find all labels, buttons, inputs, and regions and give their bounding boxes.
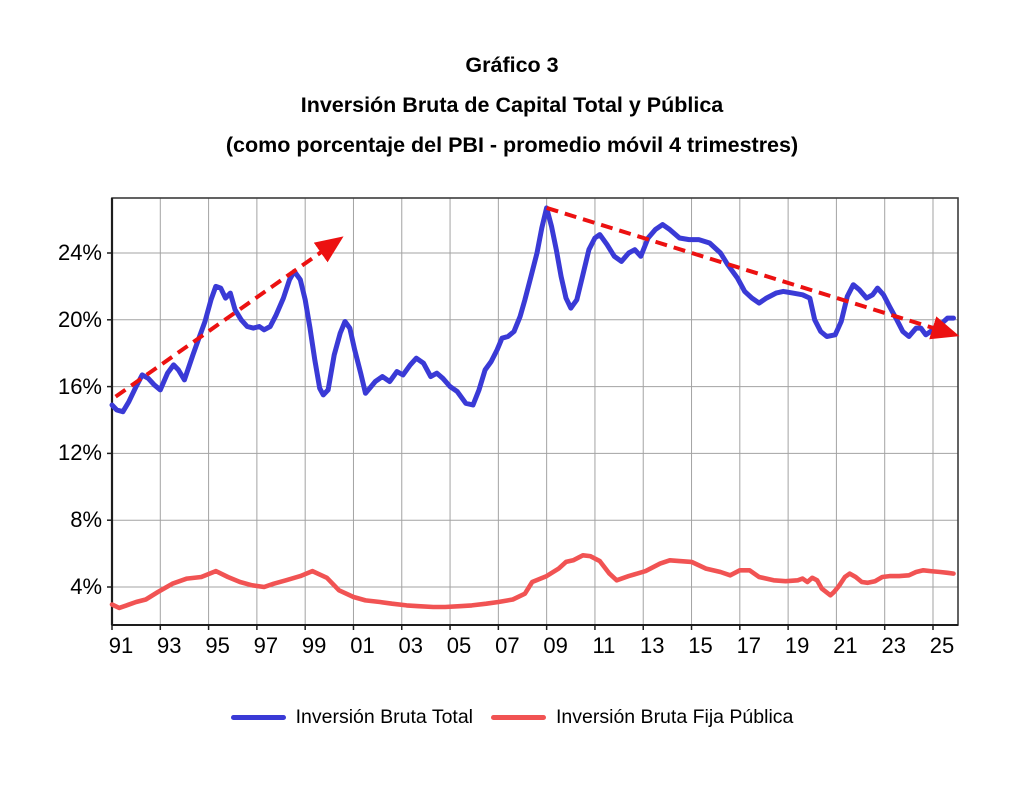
legend-label-publica: Inversión Bruta Fija Pública — [556, 705, 794, 728]
x-axis-label: 91 — [108, 633, 134, 658]
trend-arrow-down — [546, 206, 960, 340]
y-axis-label: 20% — [57, 306, 102, 332]
y-axis-label: 16% — [57, 373, 102, 399]
legend-line-red — [491, 714, 547, 720]
x-axis-label: 95 — [205, 633, 230, 658]
x-axis-label: 19 — [784, 633, 810, 658]
x-axis-label: 99 — [301, 633, 327, 658]
x-axis-label: 11 — [592, 633, 616, 658]
plot-svg — [107, 197, 960, 630]
y-axis-label: 12% — [57, 440, 102, 466]
y-axis-label: 8% — [70, 507, 102, 533]
chart-title-line3: (como porcentaje del PBI - promedio móvi… — [225, 133, 799, 157]
x-axis-label: 05 — [446, 633, 472, 658]
chart-title-line1: Gráfico 3 — [465, 53, 559, 77]
series-line-total — [109, 205, 956, 415]
series-line-publica — [109, 553, 956, 611]
x-axis-label: 25 — [929, 633, 955, 658]
x-axis-label: 01 — [350, 633, 375, 658]
y-axis-label: 24% — [57, 240, 102, 265]
x-axis-label: 09 — [543, 633, 568, 658]
chart-legend: Inversión Bruta Total Inversión Bruta Fi… — [0, 703, 1024, 731]
x-axis-label: 97 — [253, 633, 279, 658]
legend-item-publica: Inversión Bruta Fija Pública — [491, 706, 793, 729]
x-axis-label: 07 — [495, 633, 520, 658]
plot-area — [107, 197, 960, 630]
chart-title: Gráfico 3 Inversión Bruta de Capital Tot… — [0, 45, 1024, 165]
trend-arrow-up — [114, 236, 344, 399]
x-axis-label: 17 — [736, 633, 762, 658]
x-axis-label: 13 — [639, 633, 665, 658]
chart-title-line2: Inversión Bruta de Capital Total y Públi… — [300, 93, 724, 117]
x-axis-label: 23 — [881, 633, 906, 658]
x-axis-label: 03 — [398, 633, 423, 658]
legend-line-blue — [230, 714, 286, 720]
x-axis-label: 93 — [157, 633, 182, 658]
legend-item-total: Inversión Bruta Total — [230, 705, 474, 729]
y-axis-label: 4% — [70, 574, 102, 599]
legend-label-total: Inversión Bruta Total — [295, 705, 474, 728]
x-axis-label: 21 — [833, 633, 858, 658]
x-axis-label: 15 — [688, 633, 713, 658]
